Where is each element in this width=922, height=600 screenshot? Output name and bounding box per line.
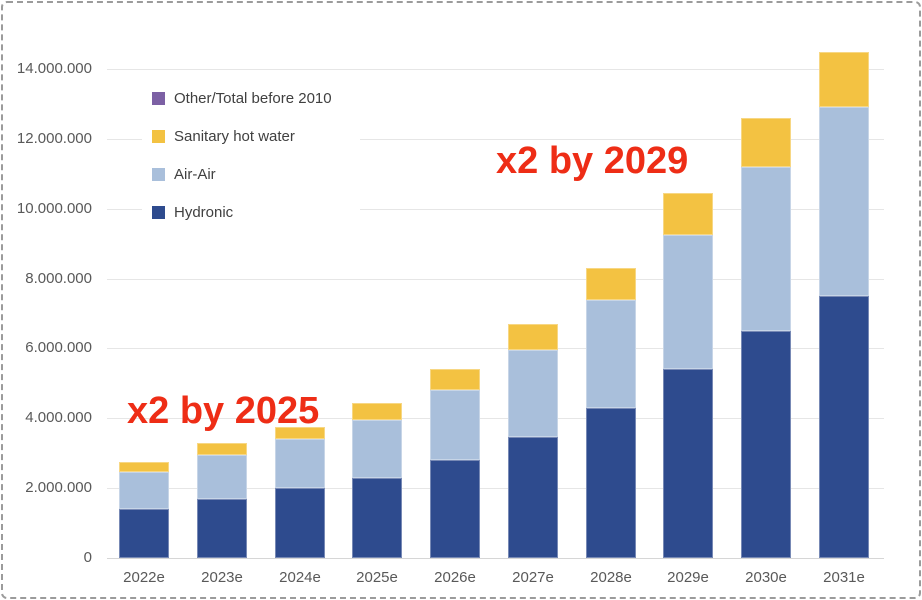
x-tick-label-2027e: 2027e (512, 569, 554, 586)
legend-item-sanitary-hot-water: Sanitary hot water (152, 128, 360, 145)
legend-swatch-icon (152, 92, 165, 105)
y-tick-label: 6.000.000 (25, 339, 92, 356)
y-tick-label: 14.000.000 (16, 60, 92, 77)
gridline-6.000.000 (107, 348, 884, 349)
x-tick-label-2025e: 2025e (356, 569, 398, 586)
legend-item-hydronic: Hydronic (152, 204, 360, 221)
legend-label: Air-Air (174, 166, 216, 183)
bar-segment-2029e-air-air (663, 234, 713, 370)
gridline-14.000.000 (107, 69, 884, 70)
legend-item-air-air: Air-Air (152, 166, 360, 183)
bar-segment-2028e-air-air (586, 299, 636, 408)
legend-label: Sanitary hot water (174, 128, 295, 145)
bar-segment-2031e-sanitary-hot-water (819, 51, 869, 108)
y-tick-label: 4.000.000 (25, 409, 92, 426)
x-tick-label-2028e: 2028e (590, 569, 632, 586)
y-tick-label: 10.000.000 (16, 200, 92, 217)
y-tick-label: 0 (83, 549, 92, 566)
bar-segment-2025e-sanitary-hot-water (352, 402, 402, 421)
legend-swatch-icon (152, 206, 165, 219)
bar-segment-2024e-sanitary-hot-water (275, 427, 325, 440)
bar-segment-2028e-sanitary-hot-water (586, 268, 636, 300)
legend-label: Other/Total before 2010 (174, 90, 332, 107)
bar-segment-2030e-air-air (741, 166, 791, 331)
bar-segment-2027e-sanitary-hot-water (508, 323, 558, 351)
x-tick-label-2030e: 2030e (745, 569, 787, 586)
bar-segment-2030e-sanitary-hot-water (741, 117, 791, 167)
x-tick-label-2023e: 2023e (201, 569, 243, 586)
bar-segment-2023e-air-air (197, 454, 247, 499)
y-tick-label: 2.000.000 (25, 479, 92, 496)
legend-label: Hydronic (174, 204, 234, 221)
bar-segment-2025e-air-air (352, 420, 402, 478)
x-tick-label-2026e: 2026e (434, 569, 476, 586)
legend: Other/Total before 2010 Sanitary hot wate… (142, 84, 360, 234)
bar-segment-2029e-hydronic (663, 369, 713, 558)
bar-segment-2029e-sanitary-hot-water (663, 192, 713, 235)
bar-segment-2022e-air-air (119, 472, 169, 510)
bar-segment-2024e-air-air (275, 439, 325, 489)
gridline-10.000.000 (107, 209, 884, 210)
legend-swatch-icon (152, 168, 165, 181)
legend-item-other-total-before-2010: Other/Total before 2010 (152, 90, 360, 107)
annotation-x2-by-2025: x2 by 2025 (127, 390, 320, 432)
y-tick-label: 12.000.000 (16, 130, 92, 147)
x-tick-label-2031e: 2031e (823, 569, 865, 586)
bar-segment-2026e-air-air (430, 390, 480, 461)
bar-segment-2028e-hydronic (586, 407, 636, 558)
legend-swatch-icon (152, 130, 165, 143)
bar-segment-2022e-sanitary-hot-water (119, 461, 169, 473)
bar-segment-2031e-hydronic (819, 296, 869, 558)
bar-segment-2026e-sanitary-hot-water (430, 369, 480, 391)
gridline-8.000.000 (107, 279, 884, 280)
bar-segment-2027e-air-air (508, 350, 558, 438)
gridline-4.000.000 (107, 418, 884, 419)
annotation-x2-by-2029: x2 by 2029 (496, 140, 689, 182)
x-tick-label-2022e: 2022e (123, 569, 165, 586)
gridline-2.000.000 (107, 488, 884, 489)
gridline-12.000.000 (107, 139, 884, 140)
bar-segment-2022e-hydronic (119, 509, 169, 558)
bar-segment-2023e-sanitary-hot-water (197, 442, 247, 455)
gridline-0 (107, 558, 884, 559)
bar-segment-2031e-air-air (819, 107, 869, 297)
x-tick-label-2029e: 2029e (667, 569, 709, 586)
bar-segment-2030e-hydronic (741, 330, 791, 558)
x-tick-label-2024e: 2024e (279, 569, 321, 586)
bar-segment-2025e-hydronic (352, 477, 402, 558)
bar-segment-2026e-hydronic (430, 460, 480, 558)
bar-segment-2024e-hydronic (275, 488, 325, 558)
y-tick-label: 8.000.000 (25, 270, 92, 287)
bar-segment-2027e-hydronic (508, 437, 558, 558)
bar-segment-2023e-hydronic (197, 498, 247, 558)
